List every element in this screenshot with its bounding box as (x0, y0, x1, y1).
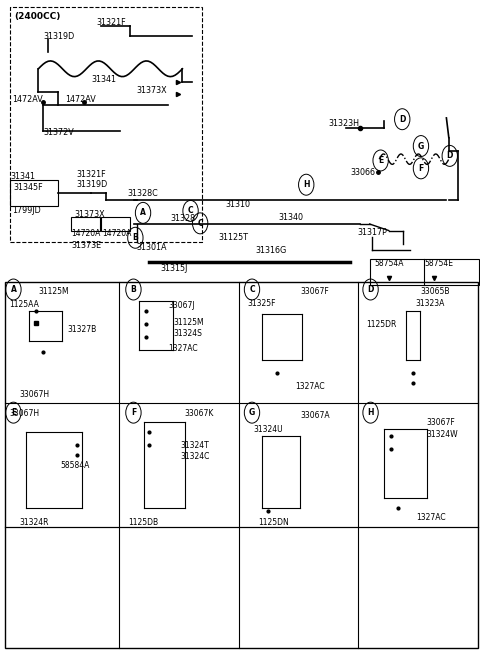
Text: 31323H: 31323H (329, 119, 360, 128)
Text: 31323A: 31323A (415, 299, 444, 309)
Text: 1327AC: 1327AC (295, 382, 325, 391)
Text: C: C (188, 206, 193, 215)
Text: 31125M: 31125M (38, 287, 69, 296)
Text: 31345F: 31345F (13, 183, 43, 193)
Text: 1472AV: 1472AV (12, 95, 43, 104)
Text: 1327AC: 1327AC (417, 513, 446, 522)
Text: 1327AC: 1327AC (168, 344, 198, 353)
Text: F: F (131, 408, 136, 417)
Text: C: C (197, 219, 203, 228)
Text: 1125DN: 1125DN (258, 517, 289, 527)
Text: 31315J: 31315J (161, 264, 188, 273)
Text: 58754A: 58754A (374, 259, 404, 268)
Text: 31325F: 31325F (247, 299, 276, 309)
Text: 31327B: 31327B (67, 325, 96, 334)
Text: B: B (132, 233, 138, 242)
Text: 31324R: 31324R (19, 517, 48, 527)
Text: 31373E: 31373E (71, 241, 101, 250)
Text: 31125M: 31125M (174, 318, 204, 327)
Text: 58584A: 58584A (60, 460, 89, 470)
Text: H: H (367, 408, 374, 417)
Text: 58754E: 58754E (425, 259, 454, 268)
Text: 31340: 31340 (278, 213, 303, 222)
Text: 33067F: 33067F (426, 418, 455, 427)
Text: 31310: 31310 (226, 200, 251, 209)
Text: 31319D: 31319D (77, 180, 108, 189)
Text: 31125T: 31125T (218, 233, 249, 242)
Text: F: F (419, 164, 423, 173)
Text: (2400CC): (2400CC) (14, 12, 61, 21)
Text: 31324C: 31324C (180, 452, 209, 461)
Text: 33067J: 33067J (168, 301, 194, 310)
Text: 31317P: 31317P (358, 228, 387, 237)
Text: G: G (249, 408, 255, 417)
Text: D: D (367, 285, 374, 294)
Text: A: A (140, 208, 146, 217)
Text: C: C (249, 285, 255, 294)
Text: 14720A: 14720A (71, 229, 100, 238)
Text: 33067A: 33067A (300, 411, 330, 421)
Text: 31324S: 31324S (174, 329, 203, 338)
Text: 1125AA: 1125AA (10, 300, 39, 309)
Text: 14720A: 14720A (102, 229, 132, 238)
Text: E: E (378, 156, 383, 165)
Text: 33066: 33066 (350, 168, 375, 177)
Text: 31324U: 31324U (253, 424, 283, 434)
Text: 1125DB: 1125DB (129, 517, 159, 527)
Text: 33067K: 33067K (185, 409, 214, 419)
Text: 31373X: 31373X (74, 210, 105, 219)
Text: D: D (399, 115, 406, 124)
Text: 31301A: 31301A (137, 243, 168, 252)
Text: 31373X: 31373X (137, 86, 168, 95)
Text: D: D (446, 151, 453, 160)
Text: 31321F: 31321F (77, 170, 107, 179)
Text: 33065B: 33065B (420, 287, 449, 296)
Text: 33067H: 33067H (10, 409, 40, 419)
Text: 33067H: 33067H (19, 390, 49, 400)
Text: 31316G: 31316G (255, 246, 287, 255)
Text: 1125DR: 1125DR (366, 320, 396, 329)
Text: 31341: 31341 (11, 172, 36, 181)
Text: 33067F: 33067F (300, 287, 329, 296)
Text: B: B (131, 285, 136, 294)
Text: 31328: 31328 (170, 214, 195, 223)
Text: A: A (11, 285, 16, 294)
Text: 1472AV: 1472AV (65, 95, 96, 104)
Text: 31321F: 31321F (96, 18, 126, 28)
Text: E: E (11, 408, 16, 417)
Text: 31328C: 31328C (127, 189, 158, 198)
Text: 1799JD: 1799JD (12, 206, 41, 215)
Text: 31319D: 31319D (43, 31, 74, 41)
Text: 31341: 31341 (91, 75, 116, 84)
Text: 31324W: 31324W (426, 430, 458, 439)
Text: 31324T: 31324T (180, 441, 209, 450)
Text: 31372V: 31372V (43, 128, 74, 137)
Text: G: G (418, 141, 424, 151)
Text: H: H (303, 180, 310, 189)
